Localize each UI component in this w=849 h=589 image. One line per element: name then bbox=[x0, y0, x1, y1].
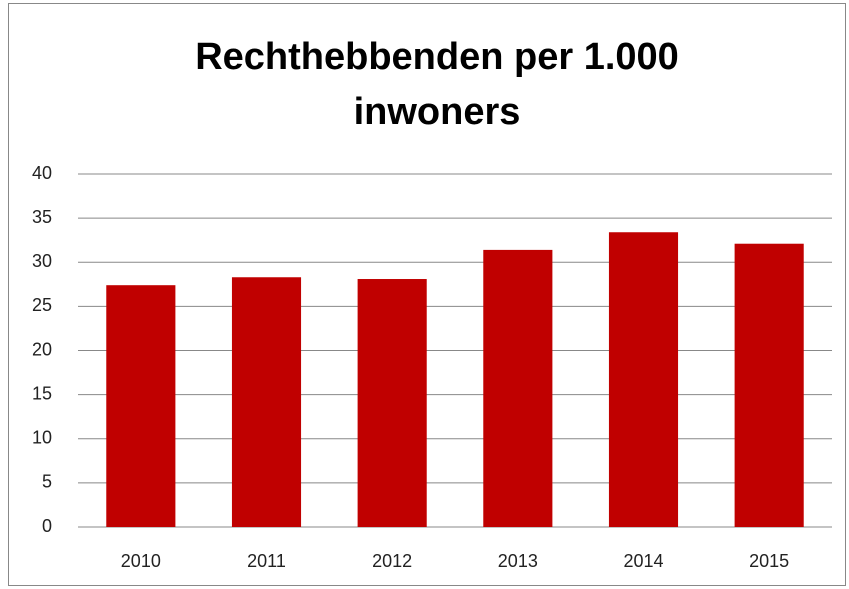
bar bbox=[106, 285, 176, 527]
y-tick-label: 10 bbox=[32, 428, 52, 448]
y-tick-label: 15 bbox=[32, 383, 52, 403]
x-tick-label: 2012 bbox=[372, 551, 412, 571]
y-tick-label: 25 bbox=[32, 295, 52, 315]
x-tick-label: 2013 bbox=[498, 551, 538, 571]
bar bbox=[483, 249, 553, 527]
y-tick-label: 20 bbox=[32, 339, 52, 359]
y-tick-label: 40 bbox=[32, 163, 52, 183]
y-tick-label: 30 bbox=[32, 251, 52, 271]
bar bbox=[608, 232, 679, 527]
x-tick-label: 2010 bbox=[121, 551, 161, 571]
bar bbox=[734, 243, 804, 527]
x-tick-label: 2015 bbox=[749, 551, 789, 571]
bar bbox=[357, 279, 427, 527]
bar bbox=[231, 277, 302, 527]
y-tick-label: 0 bbox=[42, 516, 52, 536]
x-tick-label: 2014 bbox=[623, 551, 663, 571]
x-tick-label: 2011 bbox=[247, 551, 286, 571]
chart-frame bbox=[8, 3, 846, 586]
y-tick-label: 35 bbox=[32, 207, 52, 227]
chart-title: Rechthebbenden per 1.000 inwoners bbox=[195, 36, 679, 133]
y-tick-label: 5 bbox=[42, 472, 52, 492]
